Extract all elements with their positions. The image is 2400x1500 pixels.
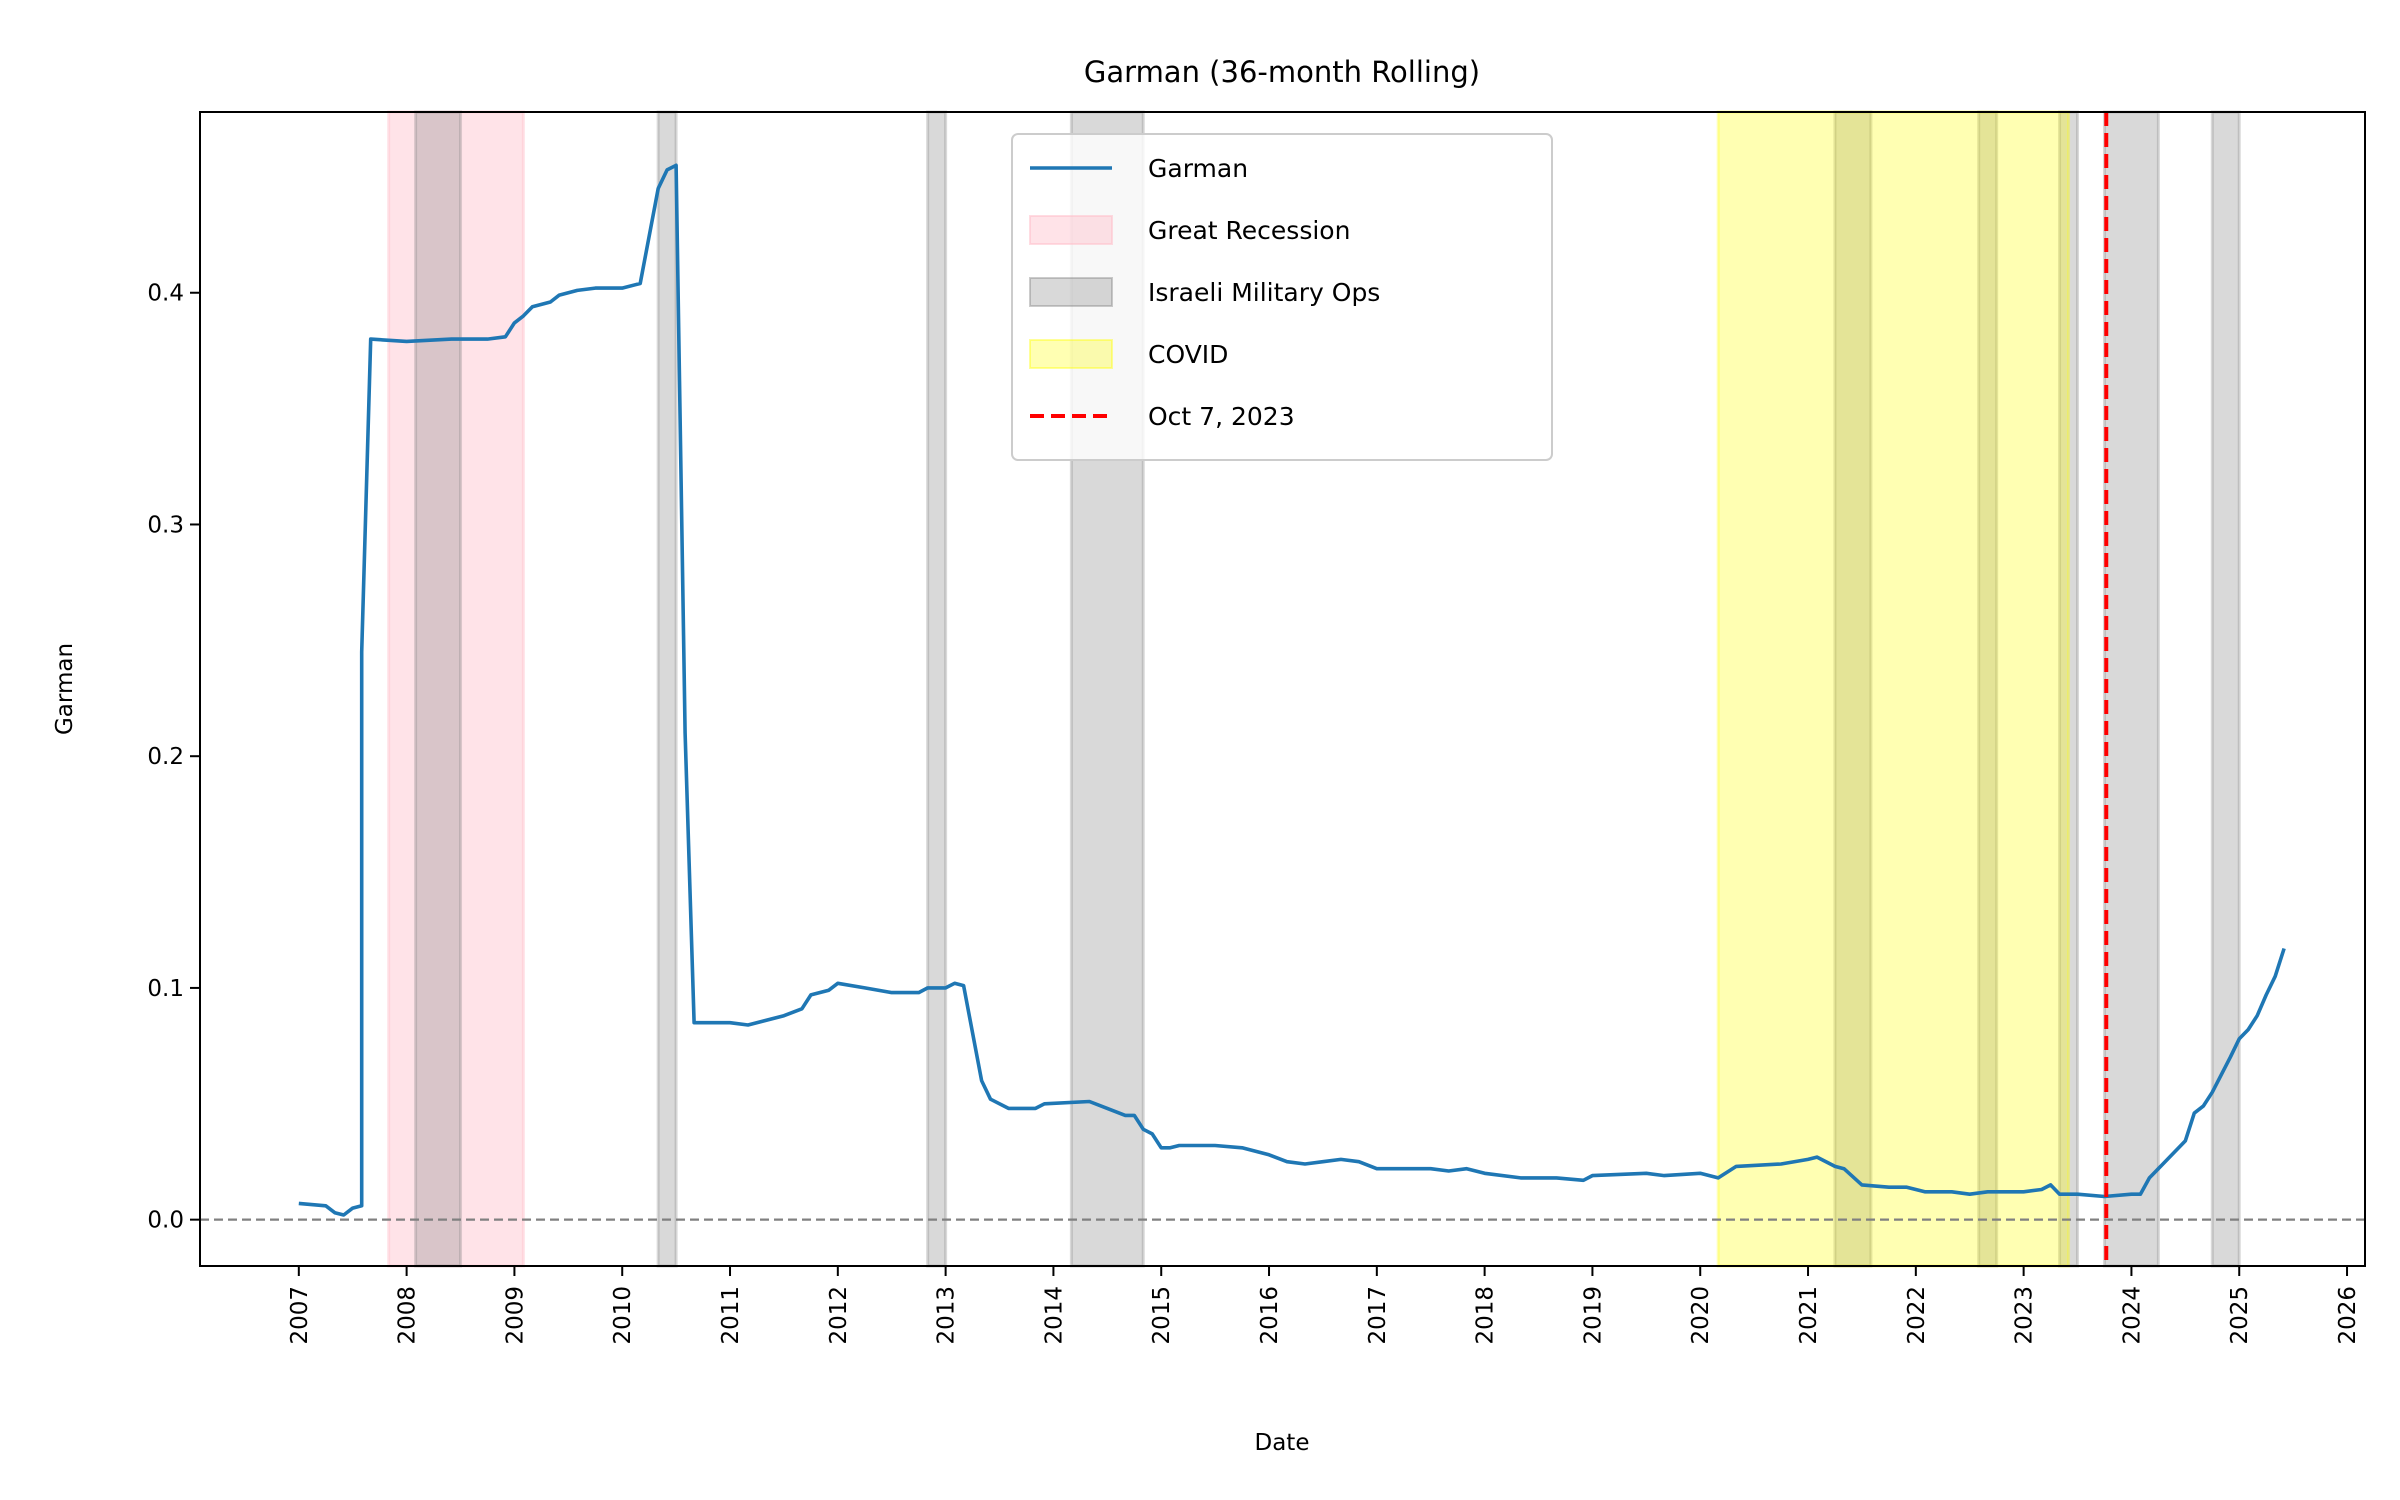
y-tick-label: 0.2 (147, 744, 184, 770)
y-tick-label: 0.3 (147, 512, 184, 538)
x-tick-label: 2009 (502, 1286, 528, 1345)
x-tick-label: 2023 (2012, 1286, 2038, 1345)
y-axis: 0.0 0.1 0.2 0.3 0.4 (147, 281, 200, 1234)
series-layer (298, 163, 2286, 1217)
shaded-region-covid (1716, 110, 2071, 1268)
x-tick-label: 2021 (1796, 1286, 1822, 1345)
x-tick-label: 2026 (2335, 1286, 2361, 1345)
x-tick-label: 2015 (1149, 1286, 1175, 1345)
x-axis: 2007 2008 2009 2010 2011 2012 2013 2014 2015 2016… (287, 1266, 2361, 1345)
plot-frame (199, 111, 2366, 1267)
legend-swatch-patch (1029, 339, 1113, 369)
shaded-region-israeli-military-ops (2102, 110, 2160, 1268)
x-tick-label: 2025 (2227, 1286, 2253, 1345)
x-tick-label: 2014 (1041, 1286, 1067, 1345)
shaded-region-israeli-military-ops (926, 110, 948, 1268)
legend-label: Garman (1148, 154, 1248, 183)
legend-swatch-patch (1029, 215, 1113, 245)
y-tick-label: 0.4 (147, 281, 184, 307)
shaded-region-great-recession (387, 110, 525, 1268)
chart-title: Garman (36-month Rolling) (1084, 55, 1480, 89)
x-axis-label: Date (1255, 1430, 1310, 1456)
legend-label: Israeli Military Ops (1148, 278, 1380, 307)
x-tick-label: 2022 (1904, 1286, 1930, 1345)
x-tick-label: 2010 (610, 1286, 636, 1345)
x-tick-label: 2012 (826, 1286, 852, 1345)
x-tick-label: 2017 (1365, 1286, 1391, 1345)
x-tick-label: 2016 (1257, 1286, 1283, 1345)
y-tick-label: 0.1 (147, 976, 184, 1002)
legend-swatch-patch (1029, 277, 1113, 307)
y-tick-label: 0.0 (147, 1208, 184, 1234)
shaded-region-israeli-military-ops (656, 110, 678, 1268)
legend-label: COVID (1148, 340, 1228, 369)
legend: Garman Great Recession Israeli Military Op… (1011, 133, 1553, 461)
series-line-garman (298, 163, 2286, 1217)
legend-label: Great Recession (1148, 216, 1350, 245)
legend-box (1011, 133, 1553, 461)
y-axis-label: Garman (52, 643, 78, 735)
x-tick-label: 2011 (718, 1286, 744, 1345)
x-tick-label: 2020 (1688, 1286, 1714, 1345)
shaded-region-israeli-military-ops (2210, 110, 2241, 1268)
x-tick-label: 2019 (1580, 1286, 1606, 1345)
legend-label: Oct 7, 2023 (1148, 402, 1295, 431)
x-tick-label: 2018 (1473, 1286, 1499, 1345)
x-tick-label: 2013 (934, 1286, 960, 1345)
x-tick-label: 2008 (395, 1286, 421, 1345)
shaded-region-israeli-military-ops (414, 110, 463, 1268)
x-tick-label: 2007 (287, 1286, 313, 1345)
x-tick-label: 2024 (2119, 1286, 2145, 1345)
